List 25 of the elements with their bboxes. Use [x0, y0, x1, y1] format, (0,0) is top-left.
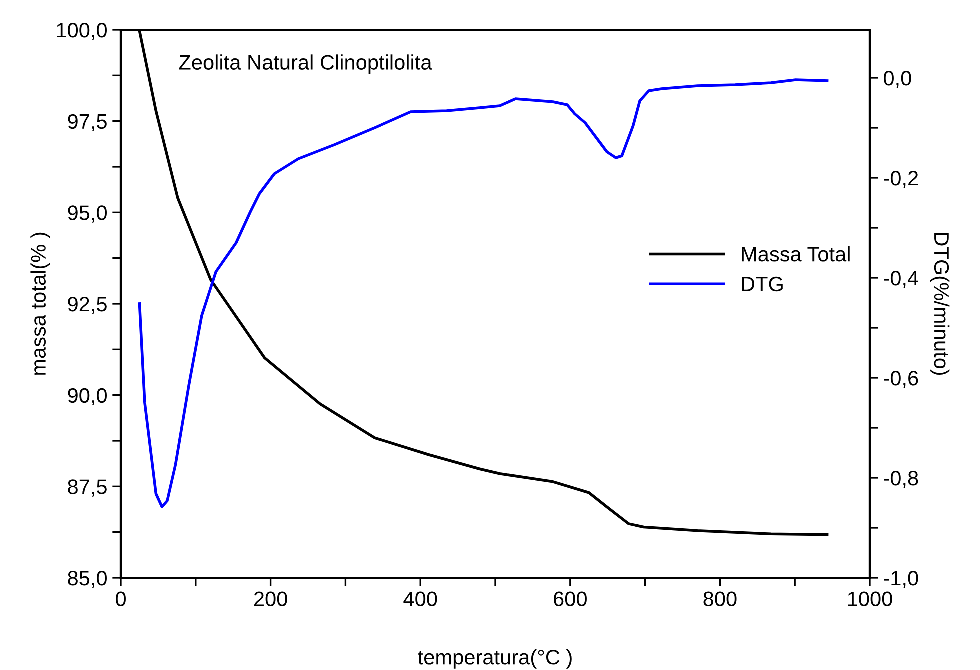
y-tick-label: 100,0: [57, 23, 107, 40]
y-tick-label: 90,0: [68, 388, 107, 406]
y2-tick-label: -0,6: [884, 371, 918, 388]
x-tick-label: 1000: [848, 592, 892, 606]
y-tick-label: 87,5: [68, 480, 107, 497]
y-tick-label: 85,0: [68, 571, 107, 588]
y-tick-label: 92,5: [68, 297, 107, 314]
y2-tick-label: -1,0: [884, 571, 918, 588]
text: Zeolita Natural Clinoptilolita: [179, 54, 432, 74]
y2-axis-title: DTG(%/minuto): [930, 233, 950, 376]
y2-tick-label: -0,4: [884, 271, 918, 288]
y2-tick-label: -0,2: [884, 171, 918, 188]
x-tick-label: 200: [254, 592, 288, 606]
x-tick-label: 0: [116, 592, 126, 606]
x-tick-label: 800: [704, 592, 737, 606]
x-axis-title: temperatura(°C ): [418, 650, 572, 669]
y-tick-label: 97,5: [68, 114, 107, 132]
legend-label: Massa Total: [742, 246, 850, 262]
y-axis-title: massa total(% ): [30, 232, 50, 375]
y-tick-label: 95,0: [68, 206, 107, 223]
y2-tick-label: -0,8: [884, 471, 918, 488]
x-tick-label: 600: [554, 592, 587, 606]
y2-tick-label: 0,0: [884, 71, 912, 88]
x-tick-label: 400: [404, 592, 438, 606]
legend-label: DTG: [742, 276, 783, 292]
